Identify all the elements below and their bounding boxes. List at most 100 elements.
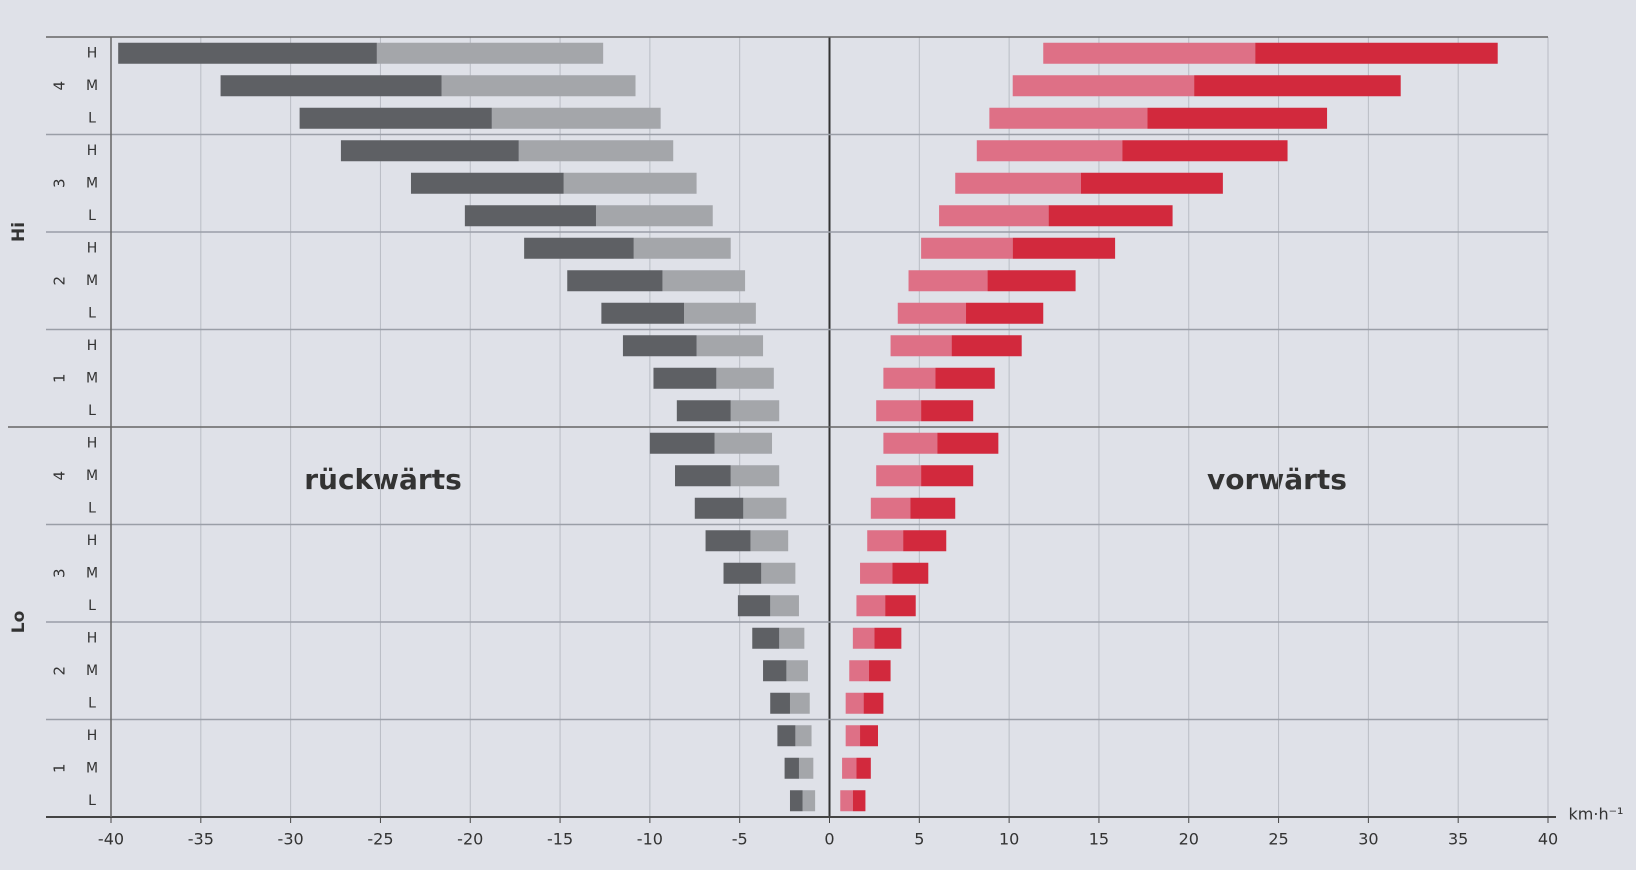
- row-label: H: [87, 630, 98, 646]
- gear-label: 1: [51, 763, 69, 773]
- bar-segment: [1080, 172, 1223, 194]
- bar-segment: [752, 627, 780, 649]
- bar-segment: [694, 497, 744, 519]
- bar-segment: [723, 562, 762, 584]
- bar-segment: [730, 400, 780, 422]
- bar-segment: [786, 660, 808, 682]
- row-label: L: [88, 793, 96, 809]
- bar-segment: [874, 627, 902, 649]
- bar-segment: [299, 107, 492, 129]
- bar-segment: [743, 497, 787, 519]
- x-tick-label: -40: [98, 830, 124, 849]
- bar-segment: [684, 302, 756, 324]
- bar-segment: [908, 270, 988, 292]
- bar-segment: [784, 757, 799, 779]
- bar-segment: [716, 367, 774, 389]
- row-label: M: [86, 663, 98, 679]
- bar-segment: [376, 42, 604, 64]
- bar-segment: [118, 42, 377, 64]
- bar-segment: [1043, 42, 1256, 64]
- bar-segment: [863, 692, 884, 714]
- x-tick-label: -15: [547, 830, 573, 849]
- bar-segment: [696, 335, 764, 357]
- bar-segment: [340, 140, 519, 162]
- bar-segment: [491, 107, 661, 129]
- bar-segment: [937, 432, 999, 454]
- row-label: H: [87, 240, 98, 256]
- bar-segment: [883, 432, 938, 454]
- bar-segment: [903, 530, 947, 552]
- x-tick-label: 15: [1089, 830, 1109, 849]
- bar-segment: [852, 790, 866, 812]
- x-tick-label: -5: [732, 830, 748, 849]
- bar-segment: [892, 562, 929, 584]
- gear-label: 4: [51, 471, 69, 481]
- row-label: L: [88, 695, 96, 711]
- bar-segment: [802, 790, 816, 812]
- bar-segment: [921, 465, 974, 487]
- row-label: M: [86, 565, 98, 581]
- bar-segment: [524, 237, 634, 259]
- bar-segment: [737, 595, 771, 617]
- bar-segment: [750, 530, 789, 552]
- bar-segment: [852, 627, 875, 649]
- bar-segment: [845, 692, 864, 714]
- row-label: L: [88, 403, 96, 419]
- bar-segment: [842, 757, 857, 779]
- row-label: M: [86, 78, 98, 94]
- annotation: rückwärts: [304, 463, 462, 496]
- bar-segment: [845, 725, 861, 747]
- row-label: L: [88, 110, 96, 126]
- x-tick-label: 10: [999, 830, 1019, 849]
- range-label: Lo: [9, 611, 29, 634]
- bar-segment: [633, 237, 731, 259]
- bar-segment: [1255, 42, 1498, 64]
- row-label: M: [86, 468, 98, 484]
- bar-segment: [675, 465, 731, 487]
- bar-segment: [1194, 75, 1401, 97]
- bar-segment: [935, 367, 995, 389]
- gear-label: 2: [51, 666, 69, 676]
- bar-segment: [676, 400, 731, 422]
- x-tick-label: 40: [1538, 830, 1558, 849]
- bar-segment: [662, 270, 746, 292]
- bar-segment: [890, 335, 952, 357]
- bar-segment: [989, 107, 1148, 129]
- row-label: L: [88, 208, 96, 224]
- bar-segment: [220, 75, 442, 97]
- bar-segment: [897, 302, 967, 324]
- row-label: H: [87, 143, 98, 159]
- bar-segment: [955, 172, 1081, 194]
- row-label: M: [86, 370, 98, 386]
- x-tick-label: 30: [1358, 830, 1378, 849]
- x-tick-label: 25: [1268, 830, 1288, 849]
- bar-segment: [464, 205, 596, 227]
- gear-label: 3: [51, 178, 69, 188]
- bar-segment: [789, 692, 810, 714]
- row-label: H: [87, 338, 98, 354]
- bar-segment: [563, 172, 697, 194]
- bar-segment: [518, 140, 674, 162]
- row-label: H: [87, 435, 98, 451]
- bar-segment: [1012, 75, 1195, 97]
- row-label: M: [86, 760, 98, 776]
- bar-segment: [966, 302, 1044, 324]
- bar-segment: [910, 497, 956, 519]
- axis-unit: km·h⁻¹: [1569, 805, 1624, 824]
- x-tick-label: -25: [367, 830, 393, 849]
- bar-segment: [860, 562, 893, 584]
- gear-label: 1: [51, 373, 69, 383]
- bar-segment: [921, 400, 974, 422]
- bar-segment: [1122, 140, 1288, 162]
- bar-segment: [567, 270, 663, 292]
- bar-segment: [653, 367, 717, 389]
- bar-segment: [856, 595, 886, 617]
- annotation: vorwärts: [1207, 463, 1347, 496]
- bar-segment: [730, 465, 780, 487]
- bar-segment: [987, 270, 1076, 292]
- bar-segment: [705, 530, 751, 552]
- bar-segment: [883, 367, 936, 389]
- x-tick-label: 20: [1179, 830, 1199, 849]
